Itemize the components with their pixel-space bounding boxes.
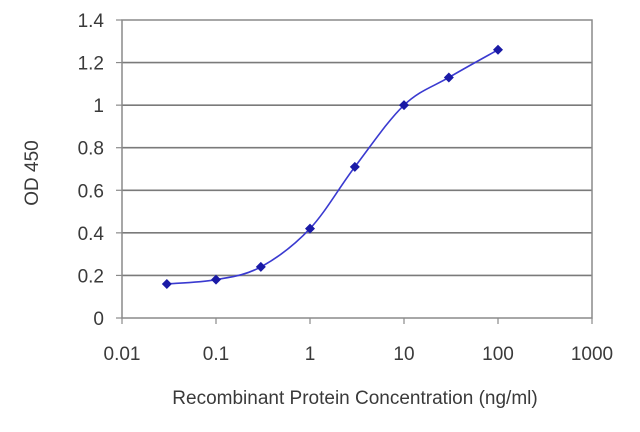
series [161, 44, 503, 289]
data-point [399, 100, 409, 111]
data-point [211, 274, 221, 285]
x-tick-label: 1000 [571, 344, 613, 365]
data-point [443, 72, 454, 83]
x-tick-label: 100 [482, 344, 514, 365]
y-tick-label: 0.4 [78, 224, 105, 245]
y-tick-label: 1 [93, 96, 104, 117]
series-line [166, 49, 499, 285]
x-axis-title: Recombinant Protein Concentration (ng/ml… [172, 388, 537, 409]
x-tick-label: 10 [393, 344, 414, 365]
y-tick-label: 0 [93, 309, 104, 330]
data-point [305, 223, 315, 234]
y-tick-label: 1.4 [78, 11, 105, 32]
x-tick-label: 0.1 [203, 344, 229, 365]
y-tick-label: 0.6 [78, 181, 104, 202]
gridlines [122, 61, 592, 277]
y-tick-label: 1.2 [78, 54, 104, 75]
x-tick-label: 0.01 [104, 344, 141, 365]
data-point [255, 261, 266, 272]
x-axis: 0.01 0.1 1 10 100 1000 [104, 318, 613, 365]
y-axis: 0 0.2 0.4 0.6 0.8 1 1.2 1.4 [78, 11, 122, 330]
y-axis-title: OD 450 [22, 140, 43, 205]
plot-area [121, 19, 593, 319]
y-tick-label: 0.8 [78, 139, 104, 160]
data-point [493, 44, 503, 55]
y-tick-label: 0.2 [78, 266, 104, 287]
data-point [349, 161, 360, 172]
data-point [161, 278, 172, 289]
x-tick-label: 1 [305, 344, 316, 365]
